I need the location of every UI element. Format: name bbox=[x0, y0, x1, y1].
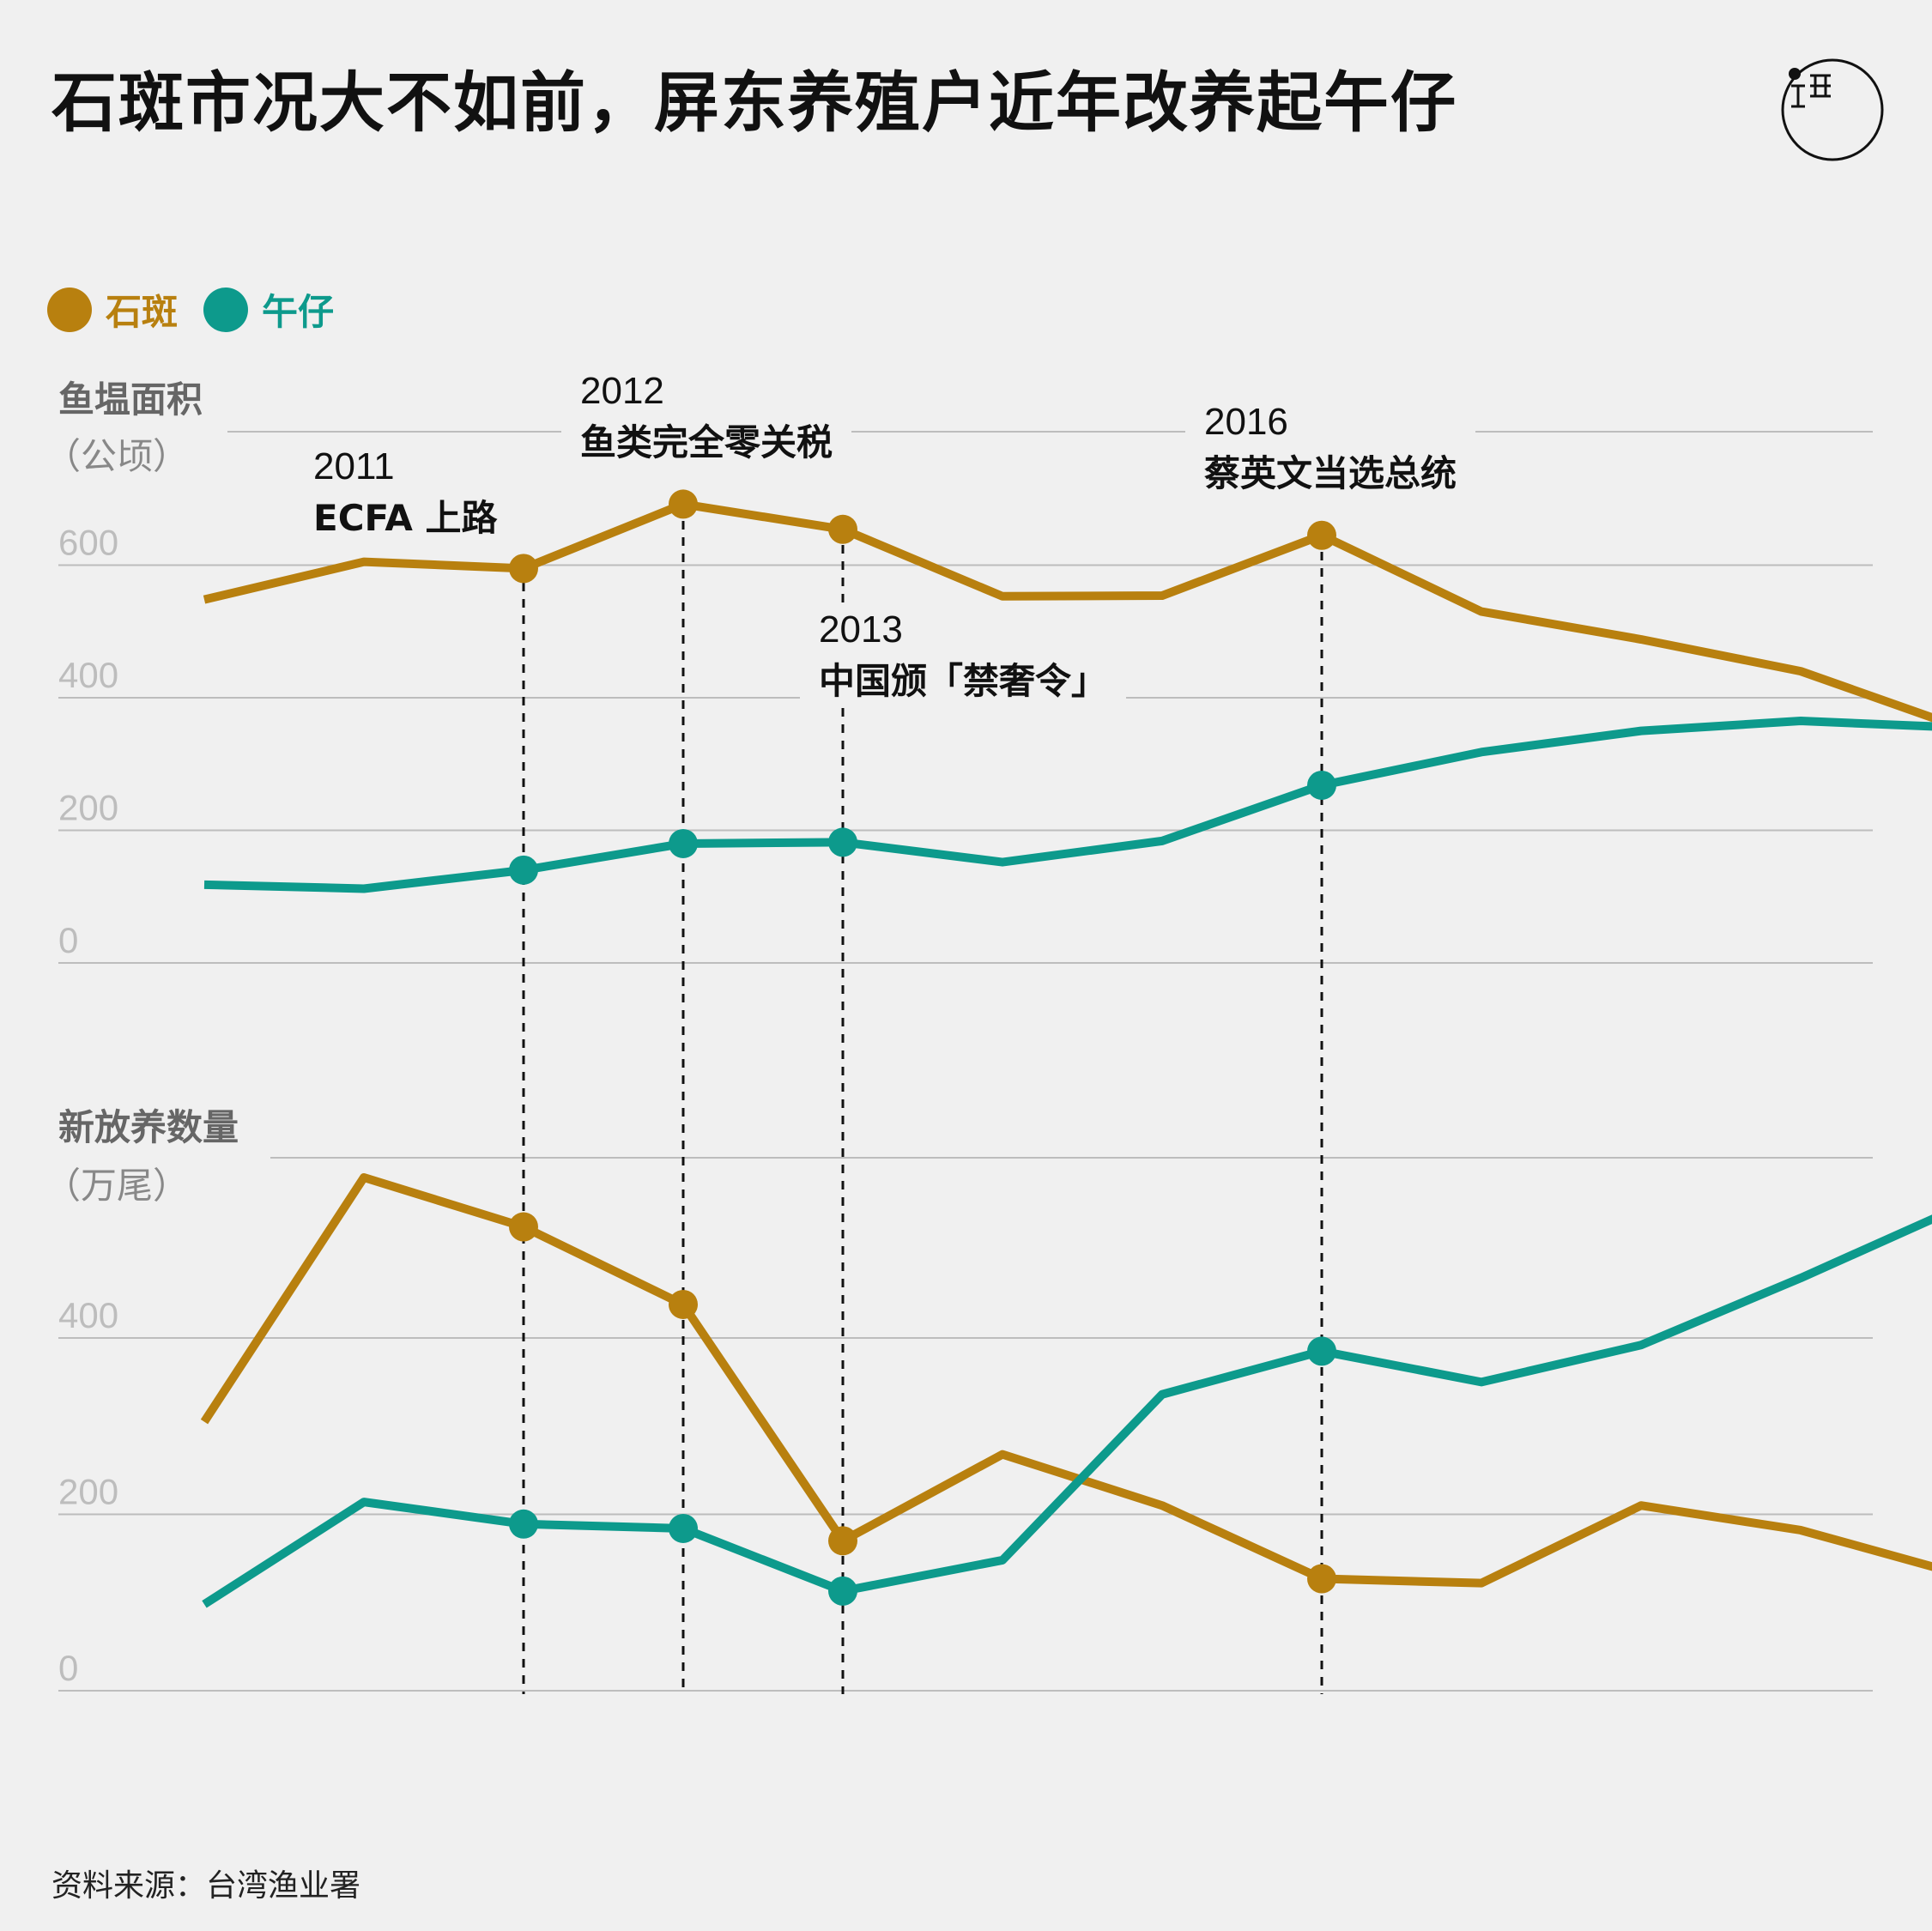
source-note: 资料来源：台湾渔业署 bbox=[51, 1868, 361, 1904]
legend-marker-wuzai bbox=[203, 287, 249, 332]
data-marker-shiban bbox=[509, 1212, 538, 1242]
y-tick-label: 0 bbox=[58, 920, 78, 960]
annotation-year: 2011 bbox=[313, 445, 395, 487]
annotation-year: 2012 bbox=[580, 370, 664, 412]
data-marker-wuzai bbox=[669, 1513, 698, 1543]
series-line-wuzai bbox=[203, 717, 1932, 893]
annotation-background bbox=[561, 366, 852, 467]
y-tick-label: 600 bbox=[58, 523, 118, 563]
annotation-event: 中国颁「禁奢令」 bbox=[819, 660, 1107, 702]
annotation-event: 蔡英文当选总统 bbox=[1204, 452, 1457, 494]
y-tick-label: 200 bbox=[58, 788, 118, 828]
chart-title: 石斑市况大不如前，屏东养殖户近年改养起午仔 bbox=[51, 64, 1457, 141]
data-marker-shiban bbox=[669, 1289, 698, 1319]
y-tick-label: 400 bbox=[58, 1295, 118, 1335]
data-marker-wuzai bbox=[509, 855, 538, 885]
legend: 石斑 午仔 bbox=[47, 283, 360, 336]
data-marker-shiban bbox=[1307, 520, 1336, 550]
annotation-event: ECFA 上路 bbox=[313, 497, 499, 539]
annotation-label: 2012 鱼类完全零关税 bbox=[580, 370, 833, 463]
data-marker-wuzai bbox=[1307, 1336, 1336, 1366]
data-marker-wuzai bbox=[669, 828, 698, 858]
annotation-event: 鱼类完全零关税 bbox=[580, 421, 833, 463]
annotation-label: 2011 ECFA 上路 bbox=[313, 445, 499, 539]
legend-item-shiban: 石斑 bbox=[47, 283, 178, 336]
series-line-shiban bbox=[200, 1172, 1932, 1588]
data-marker-shiban bbox=[1307, 1564, 1336, 1594]
annotation-background bbox=[294, 442, 518, 542]
legend-item-wuzai: 午仔 bbox=[203, 283, 334, 336]
data-marker-wuzai bbox=[509, 1509, 538, 1539]
logo-icon bbox=[1781, 58, 1884, 161]
y-axis-unit: （公顷） bbox=[45, 435, 189, 477]
y-axis-title: 新放养数量 bbox=[58, 1106, 239, 1148]
y-tick-label: 400 bbox=[58, 655, 118, 695]
y-tick-label: 200 bbox=[58, 1472, 118, 1512]
series-line-shiban bbox=[203, 499, 1932, 723]
data-marker-wuzai bbox=[828, 1576, 857, 1606]
annotation-label: 2013 中国颁「禁奢令」 bbox=[819, 608, 1107, 702]
y-axis-unit: （万尾） bbox=[45, 1165, 189, 1207]
data-marker-wuzai bbox=[1307, 770, 1336, 800]
legend-label-shiban: 石斑 bbox=[106, 291, 179, 333]
data-marker-shiban bbox=[669, 489, 698, 519]
legend-marker-shiban bbox=[47, 287, 92, 332]
annotation-year: 2013 bbox=[819, 608, 903, 651]
y-axis-title: 鱼塭面积 bbox=[58, 378, 203, 421]
brand-logo bbox=[1779, 57, 1886, 166]
y-tick-label: 0 bbox=[58, 1648, 78, 1688]
annotation-background bbox=[800, 605, 1127, 705]
data-marker-shiban bbox=[828, 514, 857, 544]
annotation-year: 2016 bbox=[1204, 401, 1288, 443]
data-marker-wuzai bbox=[828, 827, 857, 857]
data-marker-shiban bbox=[509, 554, 538, 584]
data-marker-shiban bbox=[828, 1526, 857, 1556]
series-line-wuzai bbox=[202, 1214, 1932, 1608]
annotation-label: 2016 蔡英文当选总统 bbox=[1204, 401, 1457, 494]
annotation-background bbox=[1185, 397, 1476, 498]
legend-label-wuzai: 午仔 bbox=[262, 291, 335, 333]
